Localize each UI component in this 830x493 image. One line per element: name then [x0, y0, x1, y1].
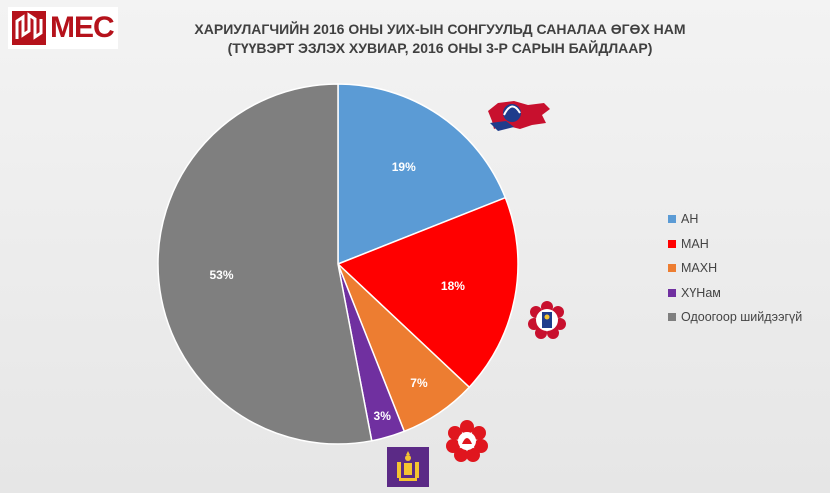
legend-item: МАН [668, 232, 828, 257]
legend-label: Одоогоор шийдээгүй [681, 310, 803, 325]
legend-label: МАХН [681, 261, 718, 276]
legend-item: Одоогоор шийдээгүй [668, 305, 828, 330]
pie-slice [337, 83, 507, 266]
legend-item: АН [668, 207, 828, 232]
logo-text: MEC [50, 11, 115, 44]
man-party-emblem-icon [528, 301, 566, 339]
legend-swatch [668, 239, 676, 248]
legend-item: ХҮНам [668, 281, 828, 306]
chart-title-line1: ХАРИУЛАГЧИЙН 2016 ОНЫ УИХ-ЫН СОНГУУЛЬД С… [194, 21, 686, 37]
mec-logo-icon [12, 11, 46, 45]
mahn-party-emblem-icon [446, 420, 488, 462]
legend-label: МАН [681, 236, 709, 251]
legend-swatch [668, 288, 676, 297]
mec-logo: MEC [8, 7, 118, 49]
hun-party-emblem-icon [387, 447, 429, 487]
legend-swatch [668, 313, 676, 322]
chart-title-line2: (ТҮҮВЭРТ ЭЗЛЭХ ХУВИАР, 2016 ОНЫ 3-Р САРЫ… [227, 40, 653, 56]
ah-party-emblem-icon [488, 101, 550, 131]
pie-slice [157, 83, 373, 445]
legend-item: МАХН [668, 256, 828, 281]
legend-swatch [668, 264, 676, 273]
legend-swatch [668, 215, 676, 224]
pie-data-label: 53% [210, 268, 234, 282]
pie-data-label: 3% [374, 409, 392, 423]
pie-data-label: 7% [410, 376, 428, 390]
chart-legend: АН МАН МАХН ХҮНам Одоогоор шийдээгүй [668, 207, 828, 330]
legend-label: АН [681, 212, 699, 227]
legend-label: ХҮНам [681, 285, 721, 300]
pie-data-label: 19% [392, 160, 416, 174]
pie-slice [336, 196, 519, 389]
pie-data-label: 18% [441, 279, 465, 293]
